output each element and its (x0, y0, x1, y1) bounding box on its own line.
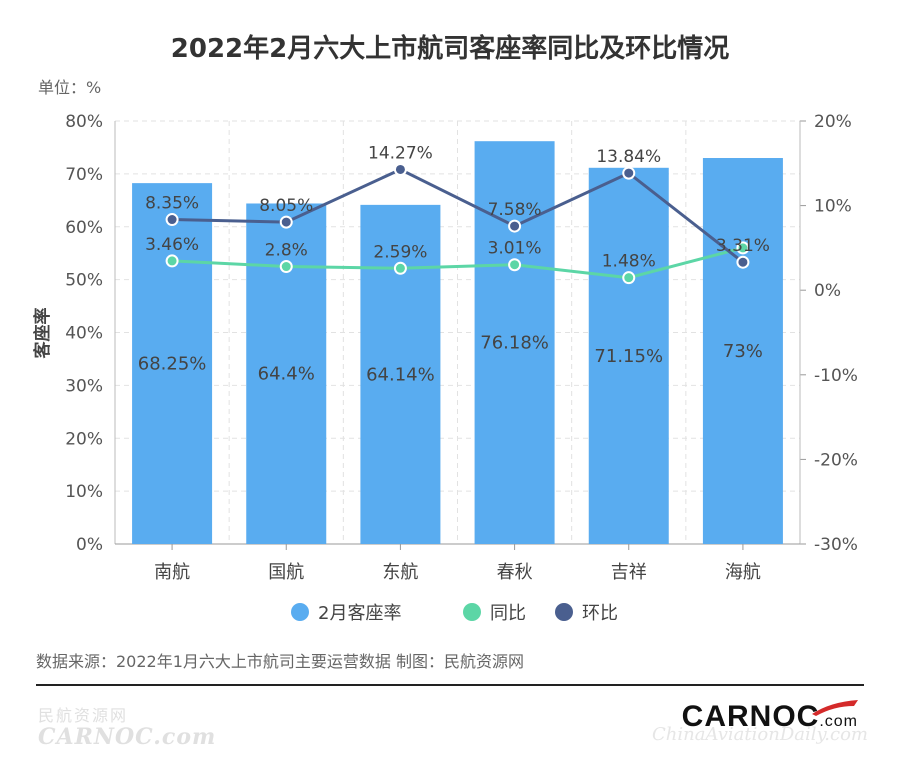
mom-point (622, 166, 636, 180)
yoy-point (279, 260, 293, 274)
x-tick-label: 东航 (382, 562, 418, 583)
mom-point (393, 162, 407, 176)
right-tick-label: 20% (814, 112, 852, 132)
left-tick-label: 0% (76, 535, 103, 555)
left-tick-label: 30% (65, 376, 103, 396)
mom-value-label: 8.35% (145, 194, 199, 214)
legend-label: 同比 (490, 603, 526, 624)
right-tick-label: -30% (814, 535, 858, 555)
brand-logo-text: CARNOC (681, 700, 820, 733)
mom-point (165, 213, 179, 227)
left-axis-title: 客座率 (32, 308, 53, 360)
yoy-point (165, 254, 179, 268)
yoy-point (622, 271, 636, 285)
source-note: 数据来源：2022年1月六大上市航司主要运营数据 制图：民航资源网 (36, 652, 524, 671)
yoy-value-label: 2.8% (265, 241, 308, 261)
x-tick-label: 吉祥 (611, 562, 647, 583)
bar (702, 158, 783, 544)
watermark-left-cn: 民航资源网 (38, 706, 129, 725)
watermark-right: ChinaAviationDaily.com (652, 724, 868, 745)
yoy-point (736, 241, 750, 255)
footer-divider (36, 684, 864, 686)
mom-point (279, 215, 293, 229)
left-tick-label: 20% (65, 429, 103, 449)
bar (474, 141, 555, 545)
left-tick-label: 80% (65, 112, 103, 132)
yoy-value-label: 2.59% (373, 242, 427, 262)
x-tick-label: 南航 (154, 562, 190, 583)
brand-logo-suffix: .com (819, 713, 858, 730)
legend-marker (555, 603, 573, 621)
right-tick-label: -10% (814, 366, 858, 386)
yoy-point (508, 258, 522, 272)
watermark-left: 民航资源网 CARNOC.com (38, 702, 216, 750)
legend-marker (291, 603, 309, 621)
bar-value-label: 68.25% (138, 354, 207, 375)
bar (360, 204, 441, 545)
yoy-value-label: 1.48% (602, 252, 656, 272)
mom-value-label: 7.58% (488, 200, 542, 220)
bar (132, 183, 213, 545)
x-tick-label: 春秋 (497, 562, 533, 583)
bar-value-label: 73% (723, 341, 763, 362)
watermark-left-en: CARNOC.com (38, 724, 217, 750)
right-tick-label: 0% (814, 281, 841, 301)
mom-value-label: 8.05% (259, 196, 313, 216)
left-tick-label: 40% (65, 324, 103, 344)
mom-value-label: 14.27% (368, 143, 433, 163)
chart-title: 2022年2月六大上市航司客座率同比及环比情况 (170, 34, 730, 64)
mom-point (736, 255, 750, 269)
left-tick-label: 50% (65, 271, 103, 291)
right-tick-label: -20% (814, 450, 858, 470)
brand-logo: CARNOC.com (682, 700, 858, 734)
yoy-line (172, 246, 744, 280)
left-tick-label: 70% (65, 165, 103, 185)
mom-line (172, 167, 744, 264)
bar-value-label: 64.4% (258, 364, 315, 385)
bar (588, 167, 669, 544)
left-tick-label: 10% (65, 482, 103, 502)
mom-point (508, 219, 522, 233)
mom-value-label: 13.84% (596, 147, 661, 167)
bar-value-label: 76.18% (480, 333, 549, 354)
yoy-value-label: 3.01% (488, 239, 542, 259)
yoy-value-label: 3.46% (145, 235, 199, 255)
right-tick-label: 10% (814, 197, 852, 217)
brand-swoosh-icon (812, 700, 858, 716)
bar-value-label: 71.15% (594, 346, 663, 367)
legend-marker (463, 603, 481, 621)
unit-label: 单位：% (38, 78, 102, 97)
mom-value-label: 3.31% (716, 236, 770, 256)
legend-label: 环比 (582, 603, 618, 624)
legend-label: 2月客座率 (318, 603, 401, 624)
chart-plot: 0% 10% 20% 30% 40% 50% 60% 70% 80% -30% -20% -10% 0%… (32, 112, 858, 624)
left-tick-label: 60% (65, 218, 103, 238)
yoy-point (393, 261, 407, 275)
x-tick-label: 国航 (268, 562, 304, 583)
bar-value-label: 64.14% (366, 364, 435, 385)
x-tick-label: 海航 (725, 562, 761, 583)
